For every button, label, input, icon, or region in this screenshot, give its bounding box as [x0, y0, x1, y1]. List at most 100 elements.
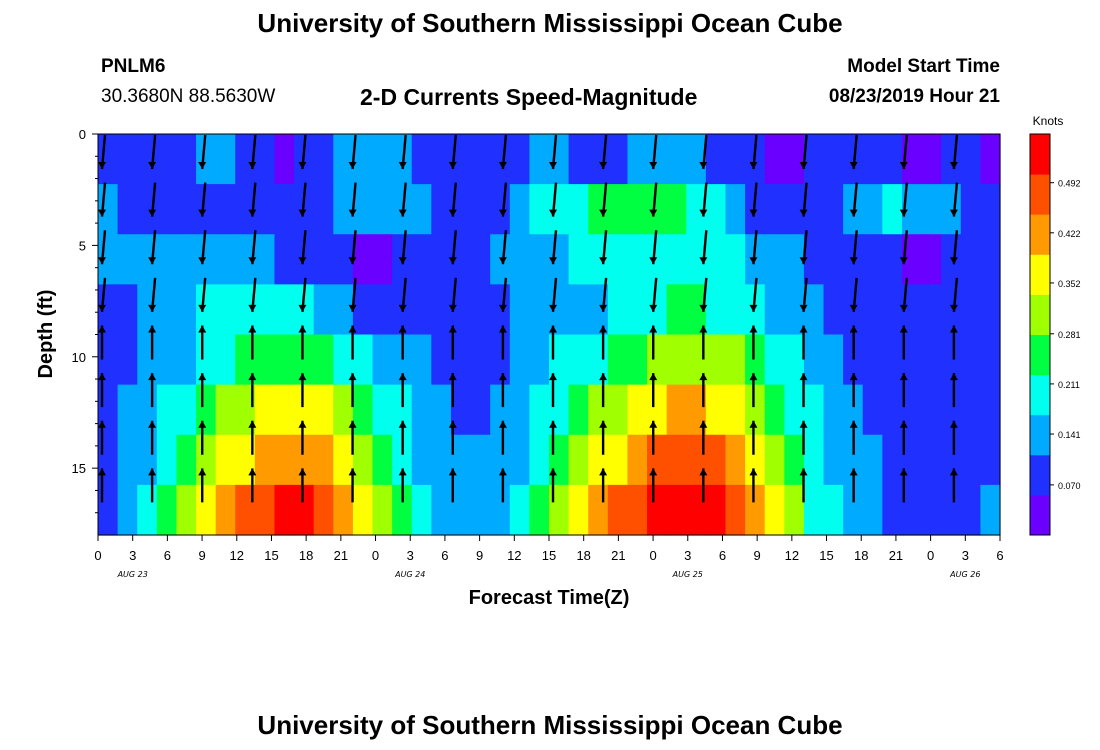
heatmap-cell: [666, 284, 687, 336]
current-arrow: [398, 420, 407, 455]
day-labels: AUG 23 AUG 24 AUG 25 AUG 26: [117, 570, 981, 579]
current-arrow: [699, 182, 708, 217]
current-arrow: [248, 277, 257, 312]
heatmap-cell: [156, 384, 178, 436]
current-arrow: [649, 468, 658, 503]
current-arrow: [849, 134, 858, 170]
current-arrow: [549, 468, 557, 503]
heatmap-cell: [313, 334, 334, 386]
heatmap-cell: [901, 384, 923, 436]
day-label: AUG 23: [117, 570, 148, 579]
current-arrow: [98, 325, 106, 360]
heatmap-cell: [450, 184, 472, 235]
heatmap-cell: [901, 484, 923, 536]
heatmap-cell: [176, 234, 197, 285]
heatmap-cell: [294, 484, 315, 536]
current-arrow: [498, 230, 508, 265]
x-tick-label: 0: [649, 548, 656, 563]
heatmap-cell: [823, 334, 844, 386]
x-tick-label: 12: [785, 548, 799, 563]
current-arrow: [749, 277, 758, 312]
heatmap-cell: [196, 234, 217, 285]
heatmap-cell: [176, 334, 197, 386]
heatmap-cell: [117, 234, 138, 285]
current-arrow: [949, 420, 958, 455]
heatmap-cell: [450, 134, 472, 185]
heatmap-cell: [725, 284, 746, 336]
x-tick-label: 6: [719, 548, 726, 563]
current-arrow: [699, 230, 708, 265]
current-arrow: [148, 230, 157, 265]
current-arrows: [98, 134, 959, 503]
heatmap-cell: [901, 184, 923, 235]
heatmap-cell: [352, 134, 374, 185]
heatmap-cell: [843, 334, 864, 386]
heatmap-cell: [274, 134, 295, 185]
heatmap-cell: [176, 134, 197, 185]
heatmap-cell: [274, 234, 295, 285]
heatmap-cell: [980, 434, 1001, 486]
current-arrow: [198, 230, 207, 265]
colorbar-label: Knots: [1033, 114, 1064, 128]
heatmap-cell: [901, 434, 923, 486]
current-arrow: [348, 325, 357, 360]
heatmap-cell: [470, 134, 491, 185]
heatmap-cell: [627, 384, 648, 436]
current-arrow: [949, 230, 959, 265]
heatmap-cell: [529, 484, 550, 536]
heatmap-cell: [490, 434, 511, 486]
heatmap-cell: [215, 234, 236, 285]
heatmap-cell: [431, 184, 452, 235]
heatmap-cell: [803, 384, 825, 436]
heatmap-cell: [941, 284, 962, 336]
heatmap-cell: [627, 134, 648, 185]
current-arrow: [198, 277, 207, 312]
heatmap-cell: [686, 334, 707, 386]
heatmap-cell: [647, 434, 668, 486]
colorbar-segment: [1030, 214, 1050, 255]
colorbar: 0.070 0.141 0.211 0.281 0.352 0.422 0.492: [1029, 133, 1081, 536]
heatmap-cell: [235, 484, 256, 536]
colorbar-tick-label: 0.422: [1058, 229, 1081, 239]
heatmap-cell: [705, 484, 727, 536]
heatmap-cell: [823, 434, 844, 486]
x-tick-label: 12: [507, 548, 521, 563]
x-tick-label: 18: [854, 548, 868, 563]
heatmap-cell: [980, 184, 1001, 235]
current-arrow: [599, 325, 608, 360]
current-arrow: [348, 182, 357, 217]
heatmap-cell: [372, 284, 393, 336]
heatmap-cell: [529, 234, 550, 285]
current-arrow: [498, 325, 507, 360]
current-arrow: [98, 182, 107, 217]
current-arrow: [899, 373, 908, 408]
heatmap-cell: [509, 134, 530, 185]
heatmap-cell: [980, 484, 1001, 536]
heatmap-cell: [196, 334, 217, 386]
heatmap-cell: [666, 384, 687, 436]
heatmap-cell: [843, 134, 864, 185]
y-tick-label: 0: [79, 127, 86, 142]
current-arrow: [498, 373, 507, 408]
heatmap-cell: [784, 234, 805, 285]
heatmap-cell: [529, 384, 550, 436]
chart-subtitle: 2-D Currents Speed-Magnitude: [360, 84, 698, 110]
heatmap-cell: [431, 434, 452, 486]
heatmap-cell: [862, 234, 883, 285]
current-arrow: [348, 420, 357, 455]
heatmap-cell: [509, 434, 530, 486]
current-arrow: [298, 468, 307, 503]
current-arrow: [448, 468, 457, 503]
heatmap-cell: [294, 434, 315, 486]
current-arrow: [298, 325, 307, 360]
heatmap-cell: [431, 234, 452, 285]
heatmap-cell: [333, 334, 354, 386]
heatmap-cells: [98, 134, 1001, 536]
heatmap-cell: [568, 384, 589, 436]
heatmap-cell: [490, 134, 511, 185]
heatmap-cell: [686, 234, 707, 285]
current-arrow: [148, 420, 157, 455]
heatmap-cell: [921, 184, 942, 235]
heatmap-cell: [725, 134, 746, 185]
current-arrow: [649, 325, 658, 360]
